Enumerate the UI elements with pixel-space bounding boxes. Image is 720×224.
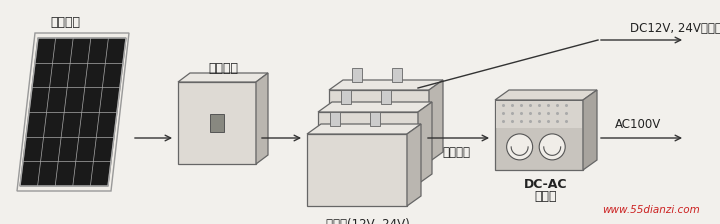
- Polygon shape: [495, 90, 597, 100]
- Text: 变换器: 变换器: [535, 190, 557, 202]
- Polygon shape: [429, 80, 443, 162]
- Polygon shape: [178, 73, 268, 82]
- Bar: [392, 68, 402, 82]
- Polygon shape: [307, 124, 421, 134]
- Bar: [352, 68, 362, 82]
- Text: 蓄电池(12V, 24V): 蓄电池(12V, 24V): [326, 218, 410, 224]
- Polygon shape: [583, 90, 597, 170]
- Polygon shape: [178, 82, 256, 164]
- Text: DC-AC: DC-AC: [524, 177, 568, 190]
- Polygon shape: [418, 102, 432, 184]
- Bar: [210, 114, 224, 132]
- Text: 太阳电池: 太阳电池: [50, 15, 80, 28]
- Circle shape: [507, 134, 533, 160]
- Bar: [370, 112, 380, 126]
- Bar: [381, 90, 391, 104]
- Polygon shape: [329, 90, 429, 162]
- Text: 电力利用: 电力利用: [442, 146, 470, 159]
- Circle shape: [539, 134, 565, 160]
- Polygon shape: [318, 112, 418, 184]
- Polygon shape: [307, 134, 407, 206]
- Text: www.55dianzi.com: www.55dianzi.com: [602, 205, 700, 215]
- Text: DC12V, 24V直接利用: DC12V, 24V直接利用: [630, 22, 720, 34]
- Polygon shape: [407, 124, 421, 206]
- Polygon shape: [256, 73, 268, 164]
- Polygon shape: [495, 100, 583, 170]
- Text: AC100V: AC100V: [615, 118, 661, 131]
- Text: 充电回路: 充电回路: [208, 62, 238, 75]
- Polygon shape: [318, 102, 432, 112]
- Polygon shape: [329, 80, 443, 90]
- Bar: [496, 101, 582, 128]
- Bar: [341, 90, 351, 104]
- Polygon shape: [17, 33, 129, 191]
- Polygon shape: [20, 38, 126, 186]
- Bar: [330, 112, 340, 126]
